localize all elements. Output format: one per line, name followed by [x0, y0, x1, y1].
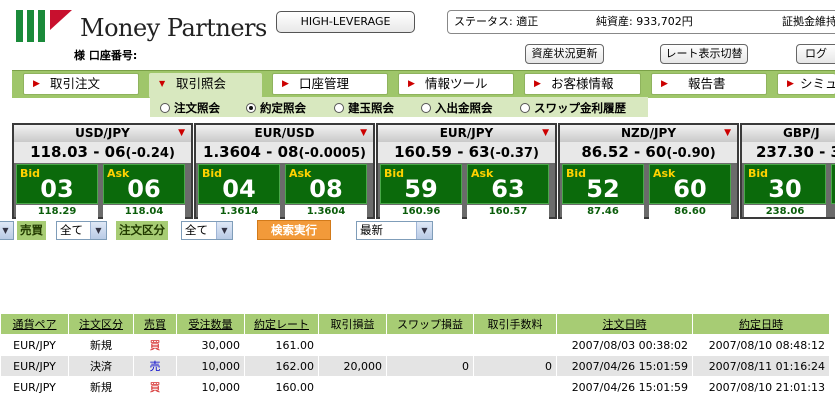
column-header-quantity[interactable]: 受注数量 — [176, 313, 245, 335]
menu-info-tools[interactable]: ▶ 情報ツール — [398, 73, 514, 95]
arrow-right-icon: ▶ — [408, 79, 415, 89]
currency-pair-selector[interactable]: USD/JPY ▼ — [14, 125, 191, 142]
rate-panel-usdjpy: USD/JPY ▼ 118.03 - 06(-0.24) Bid 03 Ask 06 … — [12, 123, 193, 219]
column-header-order-type[interactable]: 注文区分 — [68, 313, 134, 335]
column-header-pair[interactable]: 通貨ペア — [0, 313, 69, 335]
table-row: EUR/JPY 新規 買 30,000 161.00 2007/08/03 00… — [0, 334, 830, 356]
ask-sub-rate: 160.57 — [467, 205, 549, 219]
dropdown-triangle-icon[interactable]: ▼ — [360, 128, 367, 138]
side-filter-label: 売買 — [17, 221, 46, 240]
arrow-right-icon: ▶ — [661, 79, 668, 89]
side-filter-select[interactable]: 全て ▼ — [56, 221, 107, 240]
radio-unchecked-icon[interactable] — [421, 103, 431, 113]
ask-button[interactable]: Ask 08 — [285, 164, 367, 204]
rate-quote: 160.59 - 63(-0.37) — [378, 142, 555, 163]
column-header-rate[interactable]: 約定レート — [244, 313, 319, 335]
search-button[interactable]: 検索実行 — [257, 220, 331, 240]
order-type-filter-select[interactable]: 全て ▼ — [181, 221, 233, 240]
menu-account-management[interactable]: ▶ 口座管理 — [272, 73, 388, 95]
menu-simulation[interactable]: ▶ シミュレ — [777, 73, 835, 95]
bid-sub-rate: 1.3614 — [198, 205, 280, 219]
column-header-order-time[interactable]: 注文日時 — [556, 313, 693, 335]
bid-sub-rate: 118.29 — [16, 205, 98, 219]
arrow-down-icon: ▼ — [159, 79, 166, 88]
chevron-down-icon: ▼ — [416, 222, 432, 239]
column-header-fee: 取引手数料 — [473, 313, 557, 335]
ask-sub-rate: 118.04 — [103, 205, 185, 219]
table-row: EUR/JPY 決済 売 10,000 162.00 20,000 0 0 20… — [0, 355, 830, 377]
bid-button[interactable]: Bid 52 — [562, 164, 644, 204]
net-assets: 純資産: 933,702円 — [596, 15, 693, 28]
menu-customer-info[interactable]: ▶ お客様情報 — [524, 73, 641, 95]
rate-quote: 237.30 - 3 — [742, 142, 835, 163]
rate-display-toggle-button[interactable]: レート表示切替 — [660, 44, 748, 64]
ask-sub-rate: 1.3604 — [285, 205, 367, 219]
margin-ratio-label: 証拠金維持 — [782, 15, 835, 28]
bid-button[interactable]: Bid 30 — [744, 164, 826, 204]
rate-quote: 86.52 - 60(-0.90) — [560, 142, 737, 163]
order-type-filter-label: 注文区分 — [116, 221, 168, 240]
bid-sub-rate: 238.06 — [744, 205, 826, 217]
rate-panel-gbpjpy: GBP/J 237.30 - 3 Bid 30 238.06 — [740, 123, 835, 219]
sort-order-select[interactable]: 最新 ▼ — [356, 221, 433, 240]
currency-pair-selector[interactable]: EUR/USD ▼ — [196, 125, 373, 142]
logout-button[interactable]: ログ — [796, 44, 835, 64]
submenu-deposit-withdrawal-inquiry[interactable]: 入出金照会 — [421, 100, 493, 116]
chevron-down-icon: ▼ — [0, 222, 13, 239]
radio-unchecked-icon[interactable] — [334, 103, 344, 113]
bid-sub-rate: 160.96 — [380, 205, 462, 219]
column-header-swap-pl: スワップ損益 — [386, 313, 474, 335]
high-leverage-button[interactable]: HIGH-LEVERAGE — [276, 11, 415, 33]
brand-name: Money Partners — [80, 14, 267, 42]
ask-sub-rate: 86.60 — [649, 205, 731, 219]
brand-logo-icon — [16, 10, 72, 42]
menu-trade-order[interactable]: ▶ 取引注文 — [23, 73, 139, 95]
account-select[interactable]: ▼ — [0, 221, 14, 240]
submenu-execution-inquiry[interactable]: 約定照会 — [246, 100, 306, 116]
column-header-trade-pl: 取引損益 — [318, 313, 387, 335]
ask-button[interactable] — [831, 164, 835, 204]
account-number-label: 様 口座番号: — [74, 49, 138, 62]
chevron-down-icon: ▼ — [216, 222, 232, 239]
table-row: EUR/JPY 新規 買 10,000 160.00 2007/04/26 15… — [0, 376, 830, 398]
arrow-right-icon: ▶ — [787, 79, 794, 89]
radio-unchecked-icon[interactable] — [520, 103, 530, 113]
execution-table: 通貨ペア 注文区分 売買 受注数量 約定レート 取引損益 スワップ損益 取引手数… — [0, 313, 830, 398]
status-label: ステータス: 適正 — [454, 15, 539, 28]
radio-checked-icon[interactable] — [246, 103, 256, 113]
menu-trade-inquiry[interactable]: ▼ 取引照会 — [149, 73, 262, 98]
currency-pair-selector[interactable]: NZD/JPY ▼ — [560, 125, 737, 142]
dropdown-triangle-icon[interactable]: ▼ — [724, 128, 731, 138]
ask-button[interactable]: Ask 06 — [103, 164, 185, 204]
dropdown-triangle-icon[interactable]: ▼ — [178, 128, 185, 138]
currency-pair-selector[interactable]: EUR/JPY ▼ — [378, 125, 555, 142]
rate-panel-eurusd: EUR/USD ▼ 1.3604 - 08(-0.0005) Bid 04 Ask 0… — [194, 123, 375, 219]
ask-button[interactable]: Ask 60 — [649, 164, 731, 204]
radio-unchecked-icon[interactable] — [160, 103, 170, 113]
column-header-side[interactable]: 売買 — [133, 313, 177, 335]
ask-button[interactable]: Ask 63 — [467, 164, 549, 204]
rate-quote: 1.3604 - 08(-0.0005) — [196, 142, 373, 163]
bid-button[interactable]: Bid 59 — [380, 164, 462, 204]
rate-panel-eurjpy: EUR/JPY ▼ 160.59 - 63(-0.37) Bid 59 Ask 63 … — [376, 123, 557, 219]
dropdown-triangle-icon[interactable]: ▼ — [542, 128, 549, 138]
bid-button[interactable]: Bid 04 — [198, 164, 280, 204]
column-header-execution-time[interactable]: 約定日時 — [692, 313, 830, 335]
chevron-down-icon: ▼ — [90, 222, 106, 239]
submenu-swap-history[interactable]: スワップ金利履歴 — [520, 100, 626, 116]
submenu-order-inquiry[interactable]: 注文照会 — [160, 100, 220, 116]
account-status-bar: ステータス: 適正 純資産: 933,702円 証拠金維持 — [447, 10, 835, 34]
refresh-assets-button[interactable]: 資産状況更新 — [525, 44, 604, 64]
rate-panel-nzdjpy: NZD/JPY ▼ 86.52 - 60(-0.90) Bid 52 Ask 60 8… — [558, 123, 739, 219]
currency-pair-selector[interactable]: GBP/J — [742, 125, 835, 142]
submenu-position-inquiry[interactable]: 建玉照会 — [334, 100, 394, 116]
arrow-right-icon: ▶ — [534, 79, 541, 89]
bid-sub-rate: 87.46 — [562, 205, 644, 219]
rate-quote: 118.03 - 06(-0.24) — [14, 142, 191, 163]
arrow-right-icon: ▶ — [282, 79, 289, 89]
menu-reports[interactable]: ▶ 報告書 — [651, 73, 767, 95]
table-header-row: 通貨ペア 注文区分 売買 受注数量 約定レート 取引損益 スワップ損益 取引手数… — [0, 313, 830, 335]
arrow-right-icon: ▶ — [33, 79, 40, 89]
bid-button[interactable]: Bid 03 — [16, 164, 98, 204]
